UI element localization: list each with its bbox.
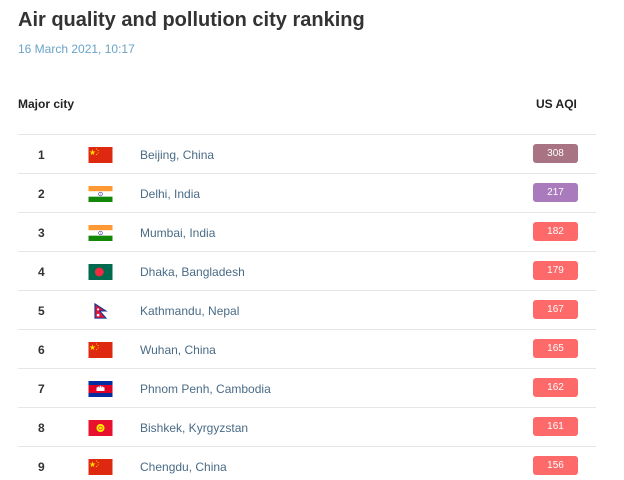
aqi-badge: 179 — [533, 261, 578, 280]
column-header-aqi: US AQI — [536, 97, 577, 111]
rank-number: 6 — [38, 343, 45, 357]
aqi-badge: 165 — [533, 339, 578, 358]
city-link[interactable]: Kathmandu, Nepal — [140, 304, 240, 318]
china-flag-icon — [88, 342, 113, 358]
city-link[interactable]: Bishkek, Kyrgyzstan — [140, 421, 249, 435]
table-row[interactable]: 3 Mumbai, India 182 — [18, 212, 596, 251]
city-link[interactable]: Phnom Penh, Cambodia — [140, 382, 271, 396]
rank-number: 3 — [38, 226, 45, 240]
bangladesh-flag-icon — [88, 264, 113, 280]
table-row[interactable]: 6 Wuhan, China 165 — [18, 329, 596, 368]
city-link[interactable]: Dhaka, Bangladesh — [140, 265, 245, 279]
table-row[interactable]: 2 Delhi, India 217 — [18, 173, 596, 212]
city-link[interactable]: Wuhan, China — [140, 343, 216, 357]
table-row[interactable]: 8 Bishkek, Kyrgyzstan 161 — [18, 407, 596, 446]
aqi-badge: 156 — [533, 456, 578, 475]
china-flag-icon — [88, 147, 113, 163]
kyrgyzstan-flag-icon — [88, 420, 113, 436]
aqi-badge: 162 — [533, 378, 578, 397]
page-title: Air quality and pollution city ranking — [18, 9, 365, 31]
rank-number: 1 — [38, 148, 45, 162]
aqi-badge: 167 — [533, 300, 578, 319]
rank-number: 5 — [38, 304, 45, 318]
city-link[interactable]: Chengdu, China — [140, 460, 227, 474]
aqi-badge: 182 — [533, 222, 578, 241]
rank-number: 7 — [38, 382, 45, 396]
table-row[interactable]: 4 Dhaka, Bangladesh 179 — [18, 251, 596, 290]
india-flag-icon — [88, 225, 113, 241]
column-header-city: Major city — [18, 97, 75, 111]
rank-number: 2 — [38, 187, 45, 201]
rank-number: 8 — [38, 421, 45, 435]
city-link[interactable]: Beijing, China — [140, 148, 215, 162]
table-row[interactable]: 9 Chengdu, China 156 — [18, 446, 596, 480]
rank-number: 4 — [38, 265, 45, 279]
ranking-table: 1 Beijing, China 308 2 Delhi, India 217 … — [18, 134, 596, 480]
aqi-badge: 161 — [533, 417, 578, 436]
nepal-flag-icon — [88, 303, 113, 319]
city-link[interactable]: Mumbai, India — [140, 226, 216, 240]
table-row[interactable]: 7 Phnom Penh, Cambodia 162 — [18, 368, 596, 407]
table-row[interactable]: 5 Kathmandu, Nepal 167 — [18, 290, 596, 329]
rank-number: 9 — [38, 460, 45, 474]
cambodia-flag-icon — [88, 381, 113, 397]
city-link[interactable]: Delhi, India — [140, 187, 201, 201]
aqi-badge: 308 — [533, 144, 578, 163]
china-flag-icon — [88, 459, 113, 475]
india-flag-icon — [88, 186, 113, 202]
table-row[interactable]: 1 Beijing, China 308 — [18, 134, 596, 173]
aqi-badge: 217 — [533, 183, 578, 202]
timestamp: 16 March 2021, 10:17 — [18, 42, 135, 56]
